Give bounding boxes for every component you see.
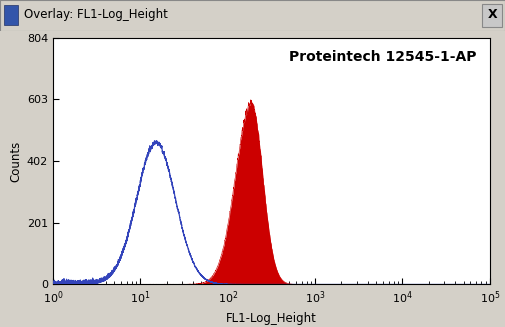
Text: Overlay: FL1-Log_Height: Overlay: FL1-Log_Height (24, 9, 168, 21)
Bar (482, 4, 502, 27)
Y-axis label: Counts: Counts (10, 140, 23, 182)
X-axis label: FL1-Log_Height: FL1-Log_Height (226, 312, 317, 324)
Text: X: X (487, 9, 497, 21)
Text: Proteintech 12545-1-AP: Proteintech 12545-1-AP (289, 50, 477, 64)
Bar (4, 5, 18, 26)
